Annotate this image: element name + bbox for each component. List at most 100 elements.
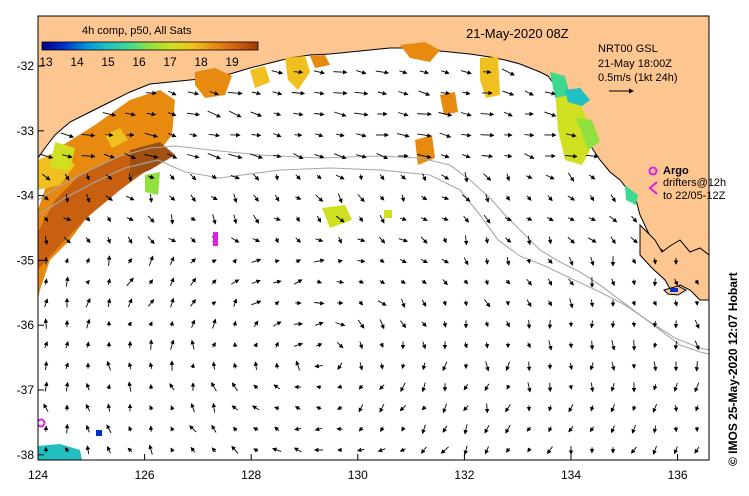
current-arrow xyxy=(379,279,386,284)
current-arrow xyxy=(106,298,112,307)
current-arrow xyxy=(146,111,157,117)
current-arrow xyxy=(211,301,217,306)
current-arrow xyxy=(273,133,282,138)
y-tick-label: -38 xyxy=(17,448,35,462)
current-arrow xyxy=(253,384,259,390)
current-arrow xyxy=(315,194,324,202)
current-arrow xyxy=(461,154,471,159)
current-arrow xyxy=(375,70,390,75)
current-arrow xyxy=(399,258,407,264)
current-arrow xyxy=(547,382,553,393)
current-arrow xyxy=(253,173,260,181)
current-arrow xyxy=(505,195,511,201)
y-tick-label: -34 xyxy=(17,189,35,203)
current-arrow xyxy=(421,173,427,182)
current-arrow xyxy=(442,237,447,244)
current-arrow xyxy=(421,362,427,371)
current-arrow xyxy=(460,112,472,117)
current-arrow xyxy=(231,405,238,411)
current-arrow xyxy=(211,279,217,285)
current-arrow xyxy=(291,90,306,96)
current-arrow xyxy=(589,174,596,180)
drifter-symbol xyxy=(648,181,658,195)
current-arrow xyxy=(187,91,200,96)
current-arrow xyxy=(124,152,137,160)
current-arrow xyxy=(316,215,322,223)
colorbar: 4h comp, p50, All Sats 13 14 15 16 17 18 19 xyxy=(39,25,259,69)
current-arrow xyxy=(127,340,133,349)
current-arrow xyxy=(44,298,49,307)
current-arrow xyxy=(463,279,468,285)
current-arrow xyxy=(398,238,409,243)
current-arrow xyxy=(43,381,49,392)
current-arrow xyxy=(85,445,91,454)
current-arrow xyxy=(148,193,154,203)
current-arrow xyxy=(400,174,406,180)
current-arrow xyxy=(274,362,280,369)
current-arrow xyxy=(168,112,177,117)
current-arrow xyxy=(377,300,387,306)
current-arrow xyxy=(231,279,240,285)
current-arrow xyxy=(335,215,345,223)
current-arrow xyxy=(211,382,217,392)
current-arrow xyxy=(566,133,577,138)
current-arrow xyxy=(420,236,428,244)
current-arrow xyxy=(524,90,534,96)
current-arrow xyxy=(295,216,300,223)
current-arrow xyxy=(169,214,175,225)
current-arrow xyxy=(315,406,322,411)
current-arrow xyxy=(421,279,427,285)
current-arrow xyxy=(85,341,91,348)
current-arrow xyxy=(86,318,91,329)
current-arrow xyxy=(527,447,532,453)
current-arrow xyxy=(43,216,49,222)
current-arrow xyxy=(610,425,616,434)
current-arrow xyxy=(610,278,616,287)
current-arrow xyxy=(211,342,216,348)
current-arrow xyxy=(336,426,343,432)
current-arrow xyxy=(64,447,70,453)
current-arrow xyxy=(43,361,49,371)
current-arrow xyxy=(568,362,574,371)
current-arrow xyxy=(480,132,495,138)
current-arrow xyxy=(127,447,133,453)
current-arrow xyxy=(376,152,389,160)
current-arrow xyxy=(506,384,511,390)
current-arrow xyxy=(233,426,238,432)
current-arrow xyxy=(652,258,658,265)
current-arrow xyxy=(418,90,431,96)
current-arrow xyxy=(253,320,259,327)
current-arrow xyxy=(483,69,492,75)
current-arrow xyxy=(211,361,217,370)
current-arrow xyxy=(106,278,112,286)
current-arrow xyxy=(461,132,472,138)
current-arrow xyxy=(505,447,511,453)
current-arrow xyxy=(358,362,364,371)
current-arrow xyxy=(85,257,90,264)
current-arrow xyxy=(358,404,364,413)
current-arrow xyxy=(253,361,259,370)
colorbar-tick-label: 17 xyxy=(163,55,177,69)
current-arrow xyxy=(441,70,450,75)
current-arrow xyxy=(442,321,448,328)
current-arrow xyxy=(356,70,367,75)
current-arrow xyxy=(653,384,658,391)
current-arrow xyxy=(127,236,133,244)
current-arrow xyxy=(207,110,222,118)
current-arrow xyxy=(293,447,302,453)
y-axis: -32 -33 -34 -35 -36 -37 -38 xyxy=(17,59,44,462)
current-arrow xyxy=(480,111,495,117)
current-arrow xyxy=(652,361,658,372)
current-arrow xyxy=(526,195,532,201)
argo-label: Argo xyxy=(663,165,689,177)
current-arrow xyxy=(144,132,159,138)
current-arrow xyxy=(336,132,345,138)
current-arrow xyxy=(251,258,262,263)
colorbar-tick-label: 16 xyxy=(132,55,146,69)
current-arrow xyxy=(64,276,70,287)
current-arrow xyxy=(379,214,385,224)
current-arrow xyxy=(565,153,578,159)
current-arrow xyxy=(60,132,75,139)
model-time: 21-May 18:00Z xyxy=(598,58,672,70)
current-arrow xyxy=(337,384,343,389)
